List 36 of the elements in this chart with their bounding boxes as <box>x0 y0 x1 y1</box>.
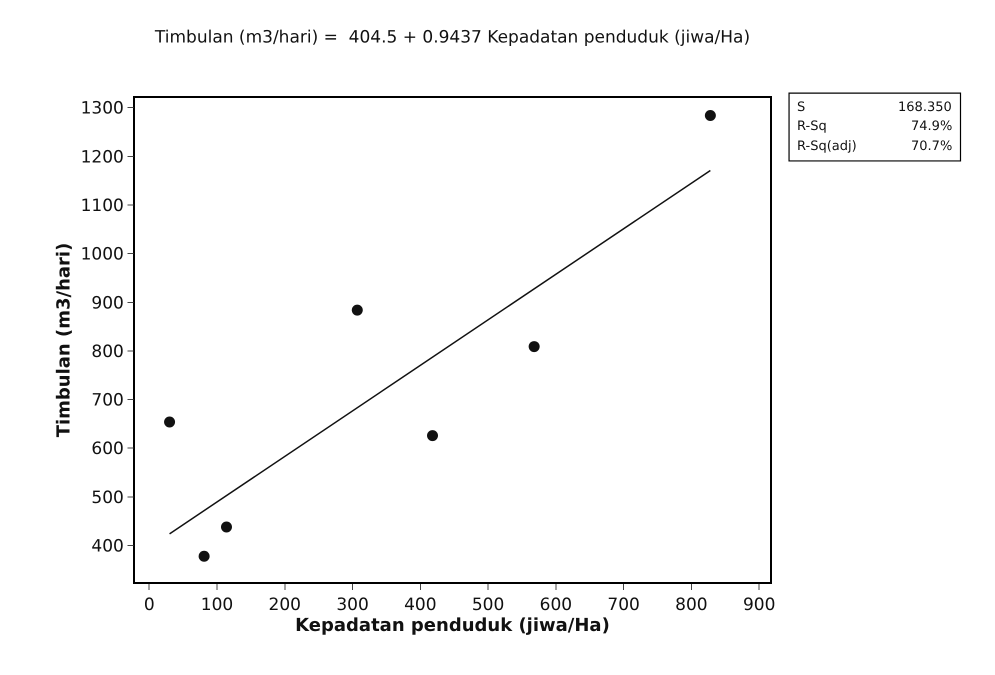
point <box>198 550 210 562</box>
y-tick-label: 1200 <box>80 147 124 168</box>
y-tick-label: 800 <box>91 342 124 362</box>
y-tick-label: 600 <box>91 439 124 460</box>
x-tick-label: 600 <box>540 595 572 616</box>
y-tick-label: 500 <box>91 488 124 508</box>
x-tick-label: 900 <box>742 595 776 616</box>
point <box>220 522 232 533</box>
point <box>704 110 716 122</box>
x-tick-label: 500 <box>472 595 504 616</box>
point <box>164 416 176 428</box>
point <box>427 430 438 442</box>
chart-title: Timbulan (m3/hari) = 404.5 + 0.9437 Kepadatan penduduk (jiwa/Ha) <box>154 27 750 48</box>
y-axis-title: Timbulan (m3/hari) <box>53 242 74 438</box>
text: 74.9% <box>911 119 952 134</box>
x-tick-label: 100 <box>200 595 234 616</box>
text: 70.7% <box>911 139 952 154</box>
y-tick-label: 1300 <box>80 98 124 119</box>
y-tick-label: 700 <box>91 390 124 411</box>
text: R-Sq <box>797 119 827 134</box>
x-tick-label: 400 <box>404 595 437 616</box>
x-tick-label: 0 <box>144 595 155 616</box>
x-tick-label: 200 <box>268 595 301 616</box>
y-tick-label: 900 <box>91 293 124 314</box>
point <box>528 341 540 352</box>
x-tick-label: 300 <box>336 595 369 616</box>
text: S <box>797 100 806 115</box>
text: 168.350 <box>898 100 952 115</box>
y-tick-label: 400 <box>91 536 124 556</box>
text: R-Sq(adj) <box>797 139 857 154</box>
y-tick-label: 1100 <box>80 196 124 216</box>
x-axis-title: Kepadatan penduduk (jiwa/Ha) <box>295 615 610 636</box>
point <box>352 304 363 316</box>
y-tick-label: 1000 <box>80 244 124 265</box>
x-tick-label: 800 <box>675 595 708 616</box>
x-tick-label: 700 <box>607 595 640 616</box>
